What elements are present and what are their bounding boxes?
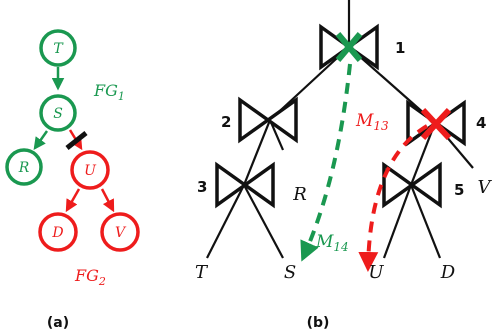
m13-sub: 13 — [373, 119, 389, 133]
red-x-icon — [420, 107, 452, 141]
node-s-label: S — [53, 106, 63, 122]
join-number-2: 2 — [221, 113, 231, 131]
node-d — [38, 212, 78, 252]
edge-s-r — [33, 130, 49, 151]
join-number-4: 4 — [476, 114, 486, 132]
join-2-icon — [238, 96, 298, 144]
leaf-u: U — [368, 262, 384, 283]
fg2-base: FG — [74, 266, 99, 285]
cut-mark — [65, 131, 88, 150]
fg1-base: FG — [93, 81, 118, 100]
caption-b: (b) — [307, 315, 330, 331]
leaf-v: V — [478, 177, 493, 198]
edge-u-d — [65, 188, 81, 213]
node-u-label: U — [84, 163, 97, 179]
leaf-d: D — [440, 262, 456, 283]
leaf-s: S — [284, 262, 296, 283]
node-u — [70, 150, 110, 190]
edge-j5-u — [382, 184, 413, 259]
leaf-r: R — [292, 184, 307, 205]
node-v — [100, 212, 140, 252]
m13-base: M — [355, 111, 374, 131]
join-number-3: 3 — [197, 178, 207, 196]
node-t-label: T — [53, 41, 64, 57]
caption-a: (a) — [47, 315, 69, 331]
fg1-label: FG1 — [93, 81, 125, 103]
node-s — [39, 94, 77, 132]
m13-arrow — [358, 124, 429, 272]
green-x-icon — [335, 32, 363, 62]
node-v-label: V — [115, 225, 127, 241]
node-d-label: D — [51, 225, 63, 241]
leaf-t: T — [195, 262, 209, 283]
fg2-sub: 2 — [98, 275, 106, 288]
edge-j3-t — [206, 184, 245, 259]
m13-label: M13 — [355, 111, 389, 133]
edge-u-v — [100, 188, 115, 213]
edge-j5-d — [409, 184, 442, 259]
edge-j3-s — [243, 184, 284, 259]
fg1-sub: 1 — [118, 90, 125, 103]
panel-a-graph: T S R U D V FG1 FG2 — [5, 29, 140, 288]
node-r — [5, 148, 43, 186]
fg2-label: FG2 — [74, 266, 106, 288]
join-number-1: 1 — [395, 39, 405, 57]
m14-base: M — [315, 232, 334, 252]
m14-label: M14 — [315, 232, 349, 254]
join-3-icon — [215, 161, 275, 209]
join-5-icon — [382, 161, 442, 209]
node-t — [39, 29, 77, 67]
m14-arrow — [300, 63, 352, 262]
join-number-5: 5 — [454, 181, 464, 199]
node-r-label: R — [18, 160, 30, 176]
edge-j2-j3 — [242, 119, 272, 186]
m14-sub: 14 — [333, 240, 348, 254]
